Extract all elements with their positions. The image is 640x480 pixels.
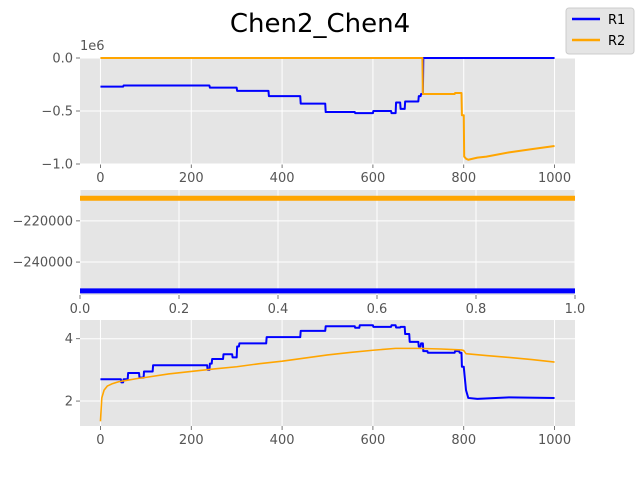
- legend-label-r1: R1: [608, 13, 625, 28]
- y-tick-label: −220000: [12, 214, 73, 229]
- x-tick-label: 1000: [538, 171, 571, 186]
- plot-area-2: [80, 190, 575, 295]
- x-tick-label: 800: [451, 171, 476, 186]
- y-tick-label: −0.5: [41, 105, 73, 120]
- x-tick-label: 800: [451, 433, 476, 448]
- x-tick-label: 400: [270, 433, 295, 448]
- x-tick-label: 200: [179, 171, 204, 186]
- x-tick-label: 0.4: [268, 302, 289, 317]
- x-tick-label: 0: [96, 171, 104, 186]
- panel-3: 0 200 400 600 800 1000 2 4: [65, 320, 575, 448]
- y-tick-label: −240000: [12, 256, 73, 271]
- x-tick-label: 0.6: [367, 302, 388, 317]
- x-tick-label: 400: [270, 171, 295, 186]
- chart-panels: 0 200 400 600 800 1000 0.0 −0.5 −1.0 1e6 0.0 0.2 0.4…: [12, 39, 585, 448]
- y-tick-label: 0.0: [52, 52, 73, 67]
- x-tick-label: 0.0: [70, 302, 91, 317]
- x-tick-label: 0: [96, 433, 104, 448]
- legend-label-r2: R2: [608, 34, 625, 49]
- panel-1: 0 200 400 600 800 1000 0.0 −0.5 −1.0 1e6: [41, 39, 575, 186]
- x-tick-label: 600: [360, 171, 385, 186]
- plot-area-3: [80, 320, 575, 426]
- x-tick-label: 0.2: [169, 302, 190, 317]
- y-tick-label: 4: [65, 332, 73, 347]
- x-tick-label: 600: [360, 433, 385, 448]
- panel-2: 0.0 0.2 0.4 0.6 0.8 1.0 −220000 −240000: [12, 190, 585, 317]
- y-tick-label: 2: [65, 395, 73, 410]
- x-tick-label: 1000: [538, 433, 571, 448]
- y-axis-multiplier: 1e6: [80, 39, 105, 54]
- y-tick-label: −1.0: [41, 158, 73, 173]
- x-tick-label: 200: [179, 433, 204, 448]
- legend: R1 R2: [566, 8, 634, 54]
- x-tick-label: 1.0: [565, 302, 586, 317]
- x-tick-label: 0.8: [466, 302, 487, 317]
- chart-title: Chen2_Chen4: [230, 9, 410, 39]
